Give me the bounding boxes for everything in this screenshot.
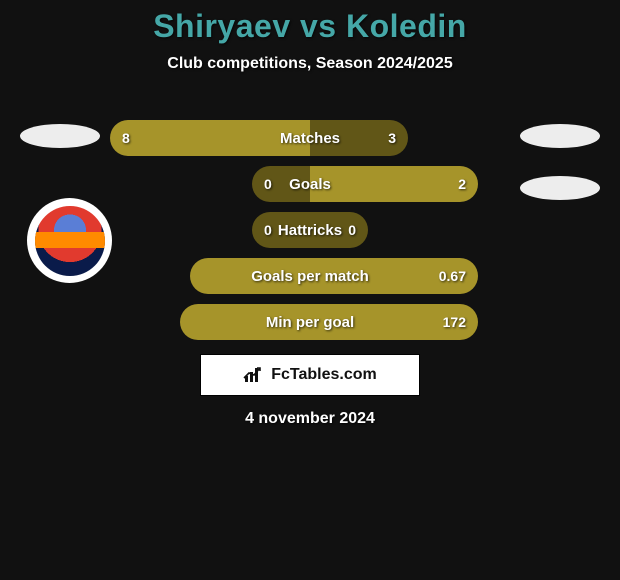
stat-value-right: 172: [431, 314, 478, 330]
stat-row: 00Hattricks: [0, 212, 620, 248]
stat-bar-left: 0: [252, 212, 310, 248]
brand-box: FcTables.com: [200, 354, 420, 396]
stat-bar-right: 2: [310, 166, 478, 202]
stat-row: 83Matches: [0, 120, 620, 156]
stat-value-left: 8: [110, 130, 142, 146]
comparison-infographic: Shiryaev vs Koledin Club competitions, S…: [0, 0, 620, 580]
stat-row: 172Min per goal: [0, 304, 620, 340]
stat-value-right: 3: [376, 130, 408, 146]
stat-bar-right: 172: [310, 304, 478, 340]
stat-row: 02Goals: [0, 166, 620, 202]
brand-chart-icon: [243, 366, 265, 384]
stat-value-right: 0: [336, 222, 368, 238]
stat-bar-left: [180, 304, 310, 340]
stat-row: 0.67Goals per match: [0, 258, 620, 294]
stat-value-right: 2: [446, 176, 478, 192]
stat-bar-left: 8: [110, 120, 310, 156]
brand-text: FcTables.com: [271, 366, 377, 384]
stat-value-right: 0.67: [427, 268, 478, 284]
page-subtitle: Club competitions, Season 2024/2025: [0, 55, 620, 73]
stat-bar-right: 0.67: [310, 258, 478, 294]
stat-value-left: 0: [252, 176, 284, 192]
date-text: 4 november 2024: [0, 410, 620, 428]
page-title: Shiryaev vs Koledin: [0, 0, 620, 45]
stat-bar-right: 0: [310, 212, 368, 248]
stat-bar-left: [190, 258, 310, 294]
stat-bar-right: 3: [310, 120, 408, 156]
stats-container: 83Matches02Goals00Hattricks0.67Goals per…: [0, 120, 620, 350]
stat-value-left: 0: [252, 222, 284, 238]
stat-bar-left: 0: [252, 166, 310, 202]
